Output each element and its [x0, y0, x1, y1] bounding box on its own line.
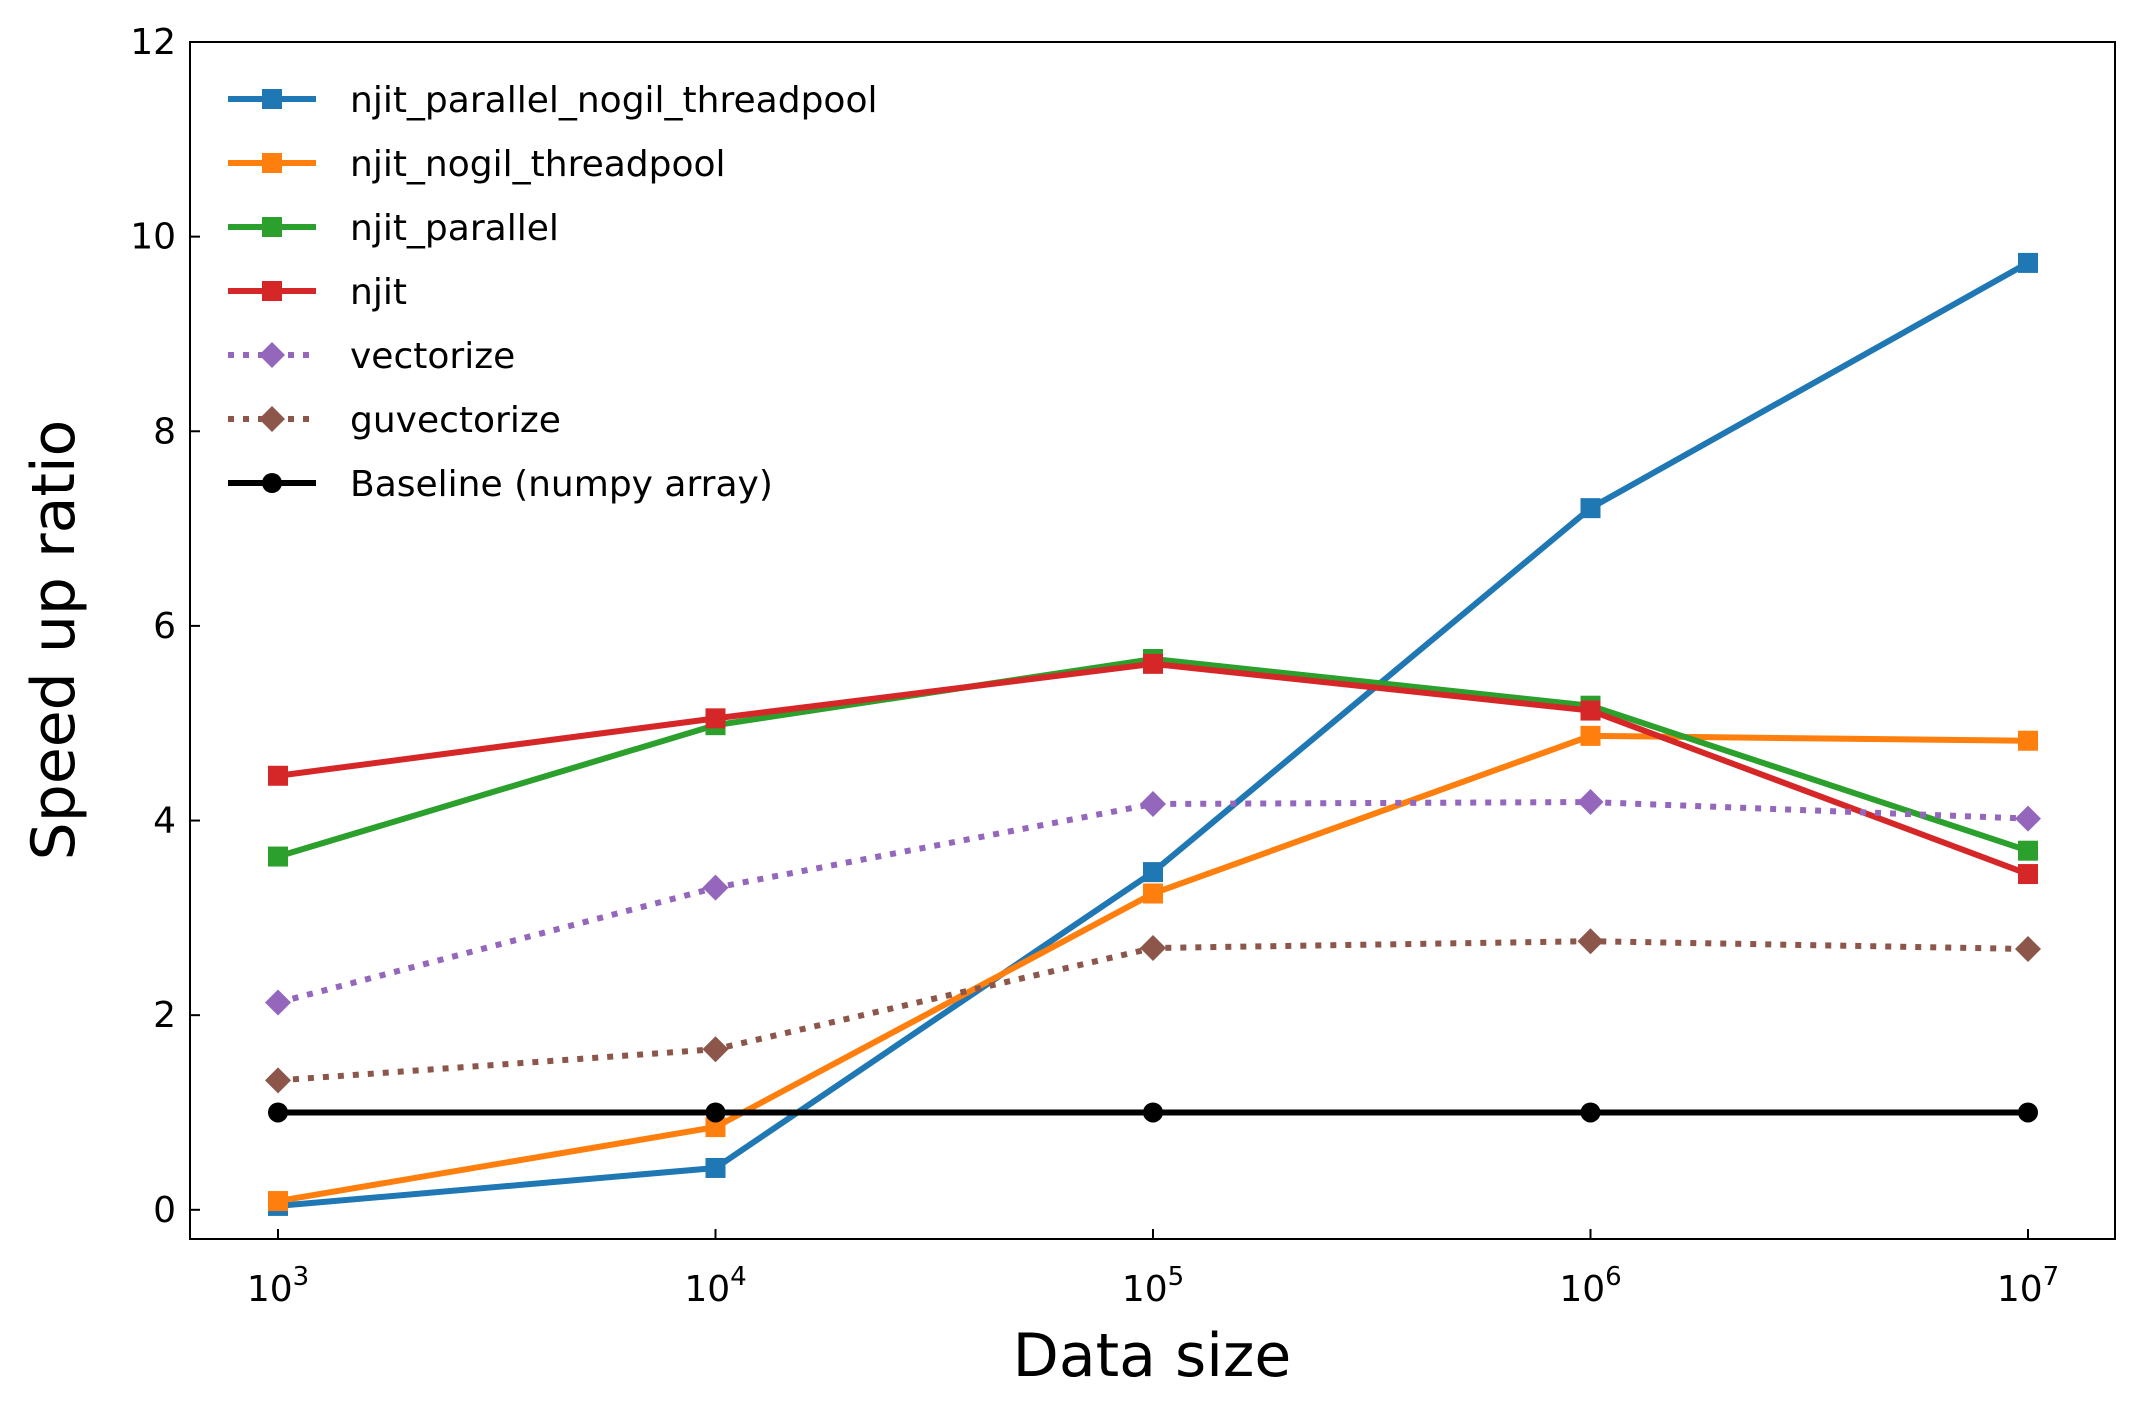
legend-item-njit: njit: [228, 272, 407, 313]
y-tick-label-4: 4: [153, 801, 176, 842]
point-baseline-numpy-array-2: [1143, 1102, 1163, 1123]
x-axis-title: Data size: [1013, 1321, 1292, 1391]
legend: njit_parallel_nogil_threadpool njit_nogil…: [228, 80, 877, 505]
series-njit: [268, 653, 2038, 885]
point-vectorize-1: [702, 874, 729, 901]
point-guvectorize-2: [1140, 935, 1166, 962]
legend-label-njit-parallel-nogil-threadpool: njit_parallel_nogil_threadpool: [350, 80, 877, 121]
series-njit-nogil-threadpool: [268, 725, 2038, 1212]
point-njit-nogil-threadpool-1: [705, 1117, 726, 1138]
y-tick-label-2: 2: [153, 995, 176, 1036]
y-tick-label-12: 12: [130, 22, 176, 63]
legend-label-guvectorize: guvectorize: [350, 400, 561, 441]
x-tick-label-1: 104: [684, 1262, 746, 1310]
series-guvectorize: [265, 928, 2041, 1094]
point-njit-nogil-threadpool-0: [268, 1191, 288, 1212]
point-baseline-numpy-array-3: [1580, 1102, 1601, 1123]
point-baseline-numpy-array-0: [268, 1102, 288, 1123]
point-vectorize-3: [1577, 789, 1604, 816]
x-axis-ticks: 103 104 105 106 107: [247, 1229, 2059, 1310]
legend-item-njit-parallel: njit_parallel: [228, 208, 559, 249]
point-baseline-numpy-array-1: [705, 1102, 726, 1123]
legend-label-njit-parallel: njit_parallel: [350, 208, 559, 249]
legend-label-baseline-numpy-array: Baseline (numpy array): [350, 464, 773, 505]
point-njit-parallel-nogil-threadpool-1: [705, 1157, 726, 1178]
point-njit-nogil-threadpool-2: [1143, 883, 1163, 904]
point-vectorize-4: [2015, 805, 2041, 832]
legend-item-baseline-numpy-array: Baseline (numpy array): [228, 464, 773, 505]
point-guvectorize-0: [265, 1067, 291, 1094]
point-njit-parallel-nogil-threadpool-2: [1143, 862, 1163, 883]
point-njit-nogil-threadpool-4: [2018, 730, 2038, 751]
point-njit-1: [705, 708, 726, 729]
y-axis-ticks: 0 2 4 6 8 10 12: [130, 22, 200, 1231]
legend-marker-njit: [262, 281, 282, 301]
x-tick-label-4: 107: [1997, 1262, 2059, 1310]
legend-marker-vectorize: [259, 342, 285, 368]
legend-marker-guvectorize: [259, 406, 285, 432]
x-tick-label-0: 103: [247, 1262, 309, 1310]
legend-item-njit-parallel-nogil-threadpool: njit_parallel_nogil_threadpool: [228, 80, 877, 121]
point-njit-parallel-4: [2018, 840, 2038, 861]
series-line-vectorize: [277, 799, 2029, 1006]
point-vectorize-2: [1140, 790, 1166, 817]
legend-item-vectorize: vectorize: [228, 336, 515, 377]
x-tick-label-3: 106: [1559, 1262, 1621, 1310]
series-baseline-numpy-array: [268, 1102, 2038, 1123]
legend-marker-njit-parallel-nogil-threadpool: [262, 89, 282, 109]
legend-label-vectorize: vectorize: [350, 336, 515, 377]
legend-marker-njit-parallel: [262, 217, 282, 237]
legend-item-njit-nogil-threadpool: njit_nogil_threadpool: [228, 144, 726, 185]
point-njit-parallel-0: [268, 846, 288, 867]
point-guvectorize-3: [1577, 928, 1604, 955]
point-njit-2: [1143, 653, 1163, 674]
legend-item-guvectorize: guvectorize: [228, 400, 561, 441]
y-tick-label-6: 6: [153, 606, 176, 647]
point-njit-parallel-nogil-threadpool-3: [1580, 498, 1601, 519]
legend-marker-baseline-numpy-array: [262, 473, 282, 493]
legend-label-njit-nogil-threadpool: njit_nogil_threadpool: [350, 144, 726, 185]
series-layer: [265, 252, 2041, 1216]
point-guvectorize-1: [702, 1036, 729, 1063]
legend-marker-njit-nogil-threadpool: [262, 153, 282, 173]
legend-label-njit: njit: [350, 272, 407, 313]
y-tick-label-10: 10: [130, 217, 176, 258]
point-njit-parallel-nogil-threadpool-4: [2018, 252, 2038, 273]
point-njit-0: [268, 765, 288, 786]
point-guvectorize-4: [2015, 935, 2041, 962]
point-vectorize-0: [265, 989, 291, 1016]
point-njit-3: [1580, 700, 1601, 721]
point-njit-nogil-threadpool-3: [1580, 725, 1601, 746]
y-axis-title: Speed up ratio: [19, 420, 89, 861]
series-vectorize: [265, 789, 2041, 1016]
y-tick-label-8: 8: [153, 411, 176, 452]
point-baseline-numpy-array-4: [2018, 1102, 2038, 1123]
x-tick-label-2: 105: [1122, 1262, 1184, 1310]
y-tick-label-0: 0: [153, 1190, 176, 1231]
point-njit-4: [2018, 864, 2038, 885]
